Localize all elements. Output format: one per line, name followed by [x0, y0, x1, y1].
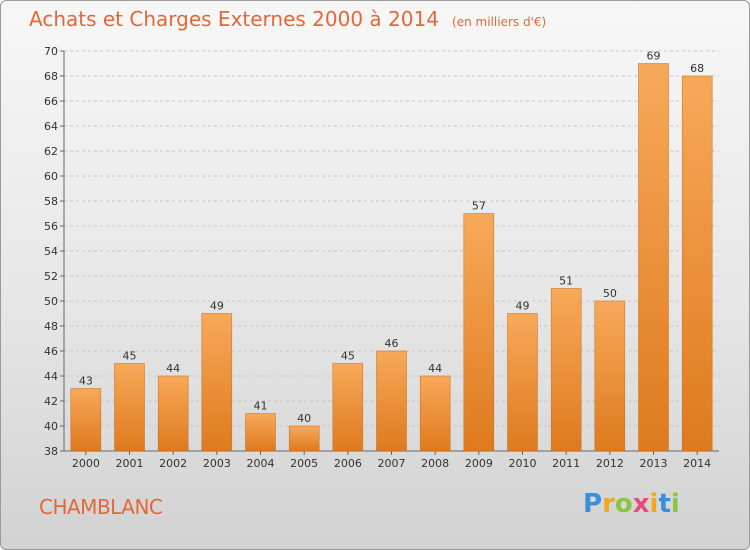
logo-letter: x [632, 489, 650, 519]
bar-2010 [507, 313, 538, 452]
value-label: 45 [123, 350, 137, 363]
x-tick-label: 2000 [72, 457, 100, 470]
bar-2005 [288, 425, 320, 452]
value-label: 46 [385, 337, 399, 350]
bar-2003 [201, 313, 233, 452]
y-tick-label: 52 [44, 270, 58, 283]
y-tick-label: 56 [44, 220, 58, 233]
y-tick-label: 46 [44, 345, 58, 358]
bar-2000 [70, 388, 102, 452]
value-label: 44 [166, 362, 180, 375]
bar-2006 [332, 363, 364, 452]
bar-2013 [638, 63, 669, 452]
bar-2007 [376, 350, 407, 452]
y-tick-label: 62 [44, 145, 58, 158]
value-label: 44 [428, 362, 442, 375]
bar-2001 [114, 363, 145, 452]
x-tick-label: 2012 [596, 457, 624, 470]
y-tick-label: 66 [44, 95, 58, 108]
y-tick-label: 58 [44, 195, 58, 208]
title-row: Achats et Charges Externes 2000 à 2014 (… [29, 7, 546, 31]
y-tick-label: 42 [44, 395, 58, 408]
value-label: 49 [516, 300, 530, 313]
x-tick-label: 2006 [334, 457, 362, 470]
x-tick-label: 2007 [378, 457, 406, 470]
value-label: 69 [647, 50, 661, 63]
y-tick-label: 38 [44, 445, 58, 458]
x-tick-label: 2005 [290, 457, 318, 470]
logo-letter: r [602, 489, 615, 519]
x-tick-label: 2013 [640, 457, 668, 470]
y-tick-label: 60 [44, 170, 58, 183]
x-tick-label: 2014 [683, 457, 711, 470]
x-tick-label: 2009 [465, 457, 493, 470]
bar-2012 [594, 300, 626, 452]
bar-2004 [245, 413, 276, 452]
y-tick-label: 68 [44, 70, 58, 83]
logo-letter: P [583, 489, 603, 519]
x-tick-label: 2011 [552, 457, 580, 470]
proxiti-logo: Proxiti [583, 489, 680, 519]
y-tick-label: 70 [44, 45, 58, 58]
x-tick-label: 2001 [116, 457, 144, 470]
value-label: 51 [559, 275, 573, 288]
bar-2011 [550, 288, 582, 452]
logo-letter: i [670, 489, 680, 519]
bars [70, 63, 713, 452]
y-tick-label: 40 [44, 420, 58, 433]
value-label: 68 [690, 62, 704, 75]
city-name: CHAMBLANC [39, 495, 163, 519]
value-label: 43 [79, 375, 93, 388]
bar-2009 [463, 213, 495, 452]
y-tick-label: 64 [44, 120, 58, 133]
logo-letter: t [658, 489, 671, 519]
y-tick-label: 44 [44, 370, 58, 383]
x-tick-label: 2003 [203, 457, 231, 470]
value-label: 41 [254, 400, 268, 413]
value-label: 40 [297, 412, 311, 425]
x-tick-label: 2010 [509, 457, 537, 470]
x-tick-label: 2004 [247, 457, 275, 470]
data-labels: 43 45 44 49 41 40 45 46 44 57 49 51 50 69 68 [79, 50, 704, 426]
value-label: 57 [472, 200, 486, 213]
chart-subtitle: (en milliers d'€) [452, 15, 547, 29]
value-label: 45 [341, 350, 355, 363]
y-tick-label: 48 [44, 320, 58, 333]
bar-2008 [419, 375, 451, 452]
chart-title: Achats et Charges Externes 2000 à 2014 [29, 7, 439, 31]
value-label: 49 [210, 300, 224, 313]
x-tick-label: 2002 [159, 457, 187, 470]
bar-2014 [681, 75, 713, 452]
value-label: 50 [603, 287, 617, 300]
axes: 38 40 42 44 46 48 50 52 54 56 58 60 62 64 66 68 70 2000 20… [44, 45, 719, 470]
logo-letter: o [614, 489, 633, 519]
y-tick-label: 50 [44, 295, 58, 308]
logo-letter: i [649, 489, 659, 519]
y-tick-label: 54 [44, 245, 58, 258]
bar-2002 [157, 375, 189, 452]
x-tick-label: 2008 [421, 457, 449, 470]
